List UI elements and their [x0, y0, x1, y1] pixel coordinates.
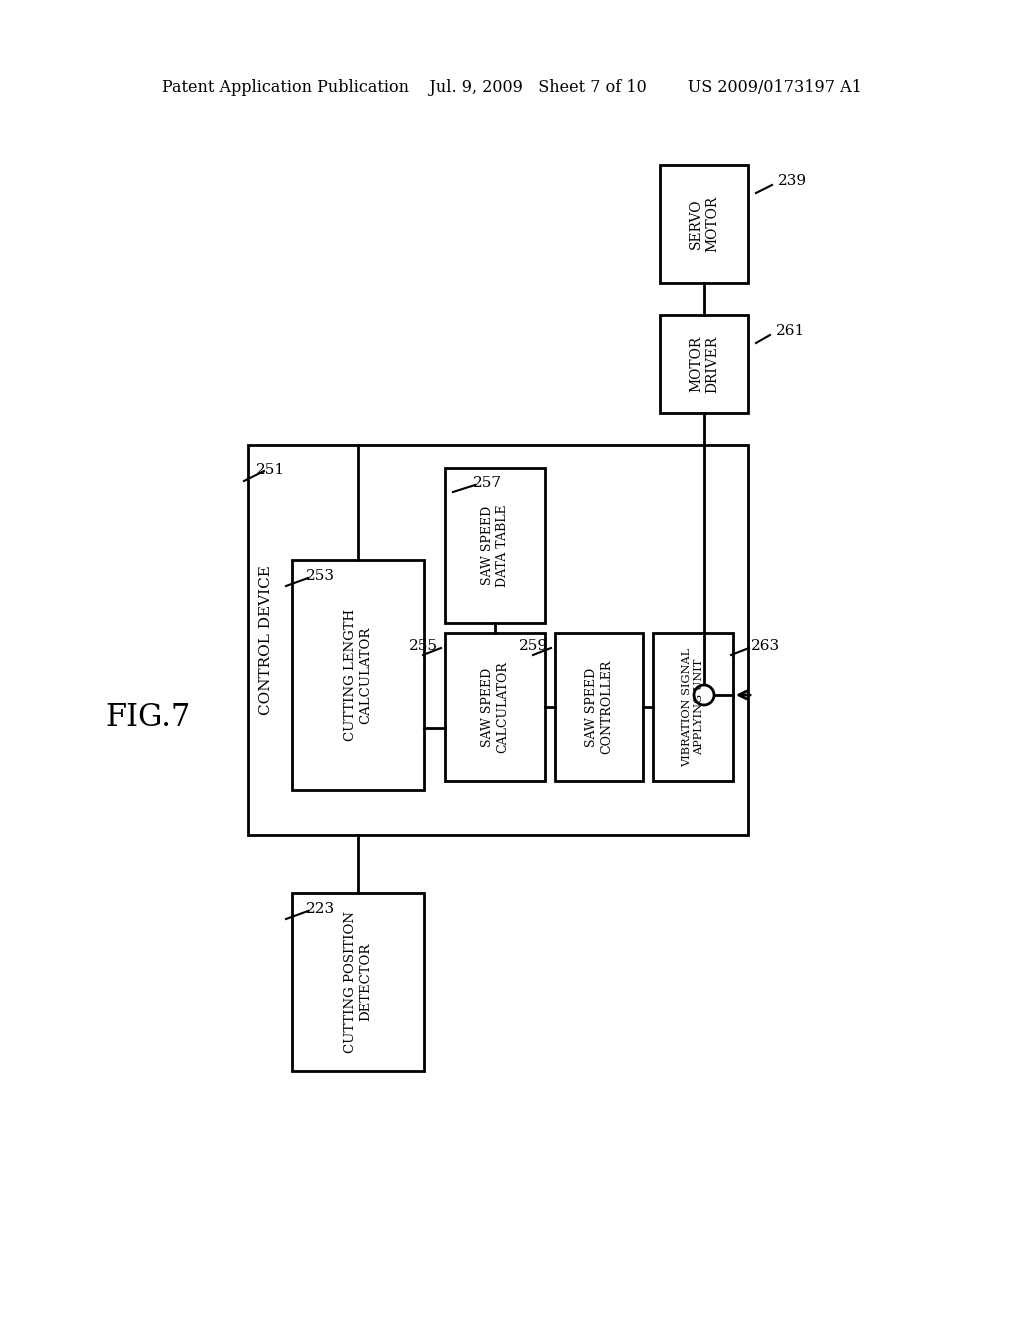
Text: 259: 259: [519, 639, 548, 653]
Text: 263: 263: [751, 639, 780, 653]
Text: SERVO
MOTOR: SERVO MOTOR: [689, 195, 719, 252]
Text: MOTOR
DRIVER: MOTOR DRIVER: [689, 335, 719, 392]
Text: 261: 261: [776, 323, 805, 338]
Text: SAW SPEED
CALCULATOR: SAW SPEED CALCULATOR: [481, 661, 509, 752]
Bar: [292, 894, 424, 1071]
Text: FIG.7: FIG.7: [105, 702, 190, 734]
Bar: [653, 634, 733, 781]
Text: CUTTING POSITION
DETECTOR: CUTTING POSITION DETECTOR: [344, 911, 372, 1053]
Text: VIBRATION SIGNAL
APPLYING UNIT: VIBRATION SIGNAL APPLYING UNIT: [682, 647, 703, 767]
Text: CONTROL DEVICE: CONTROL DEVICE: [259, 565, 273, 715]
Text: 255: 255: [409, 639, 438, 653]
Bar: [660, 165, 748, 282]
Text: SAW SPEED
CONTROLLER: SAW SPEED CONTROLLER: [585, 660, 613, 754]
Bar: [292, 560, 424, 789]
Text: Patent Application Publication    Jul. 9, 2009   Sheet 7 of 10        US 2009/01: Patent Application Publication Jul. 9, 2…: [162, 79, 862, 96]
Text: 257: 257: [473, 477, 502, 490]
Bar: [660, 315, 748, 413]
Text: CUTTING LENGTH
CALCULATOR: CUTTING LENGTH CALCULATOR: [344, 609, 372, 741]
Circle shape: [694, 685, 714, 705]
Text: 223: 223: [306, 902, 335, 916]
Text: 239: 239: [778, 174, 807, 187]
Bar: [445, 634, 545, 781]
Text: SAW SPEED
DATA TABLE: SAW SPEED DATA TABLE: [481, 504, 509, 587]
Bar: [555, 634, 643, 781]
Bar: [445, 469, 545, 623]
Bar: [248, 445, 748, 836]
Text: 251: 251: [256, 463, 285, 477]
Text: 253: 253: [306, 569, 335, 583]
